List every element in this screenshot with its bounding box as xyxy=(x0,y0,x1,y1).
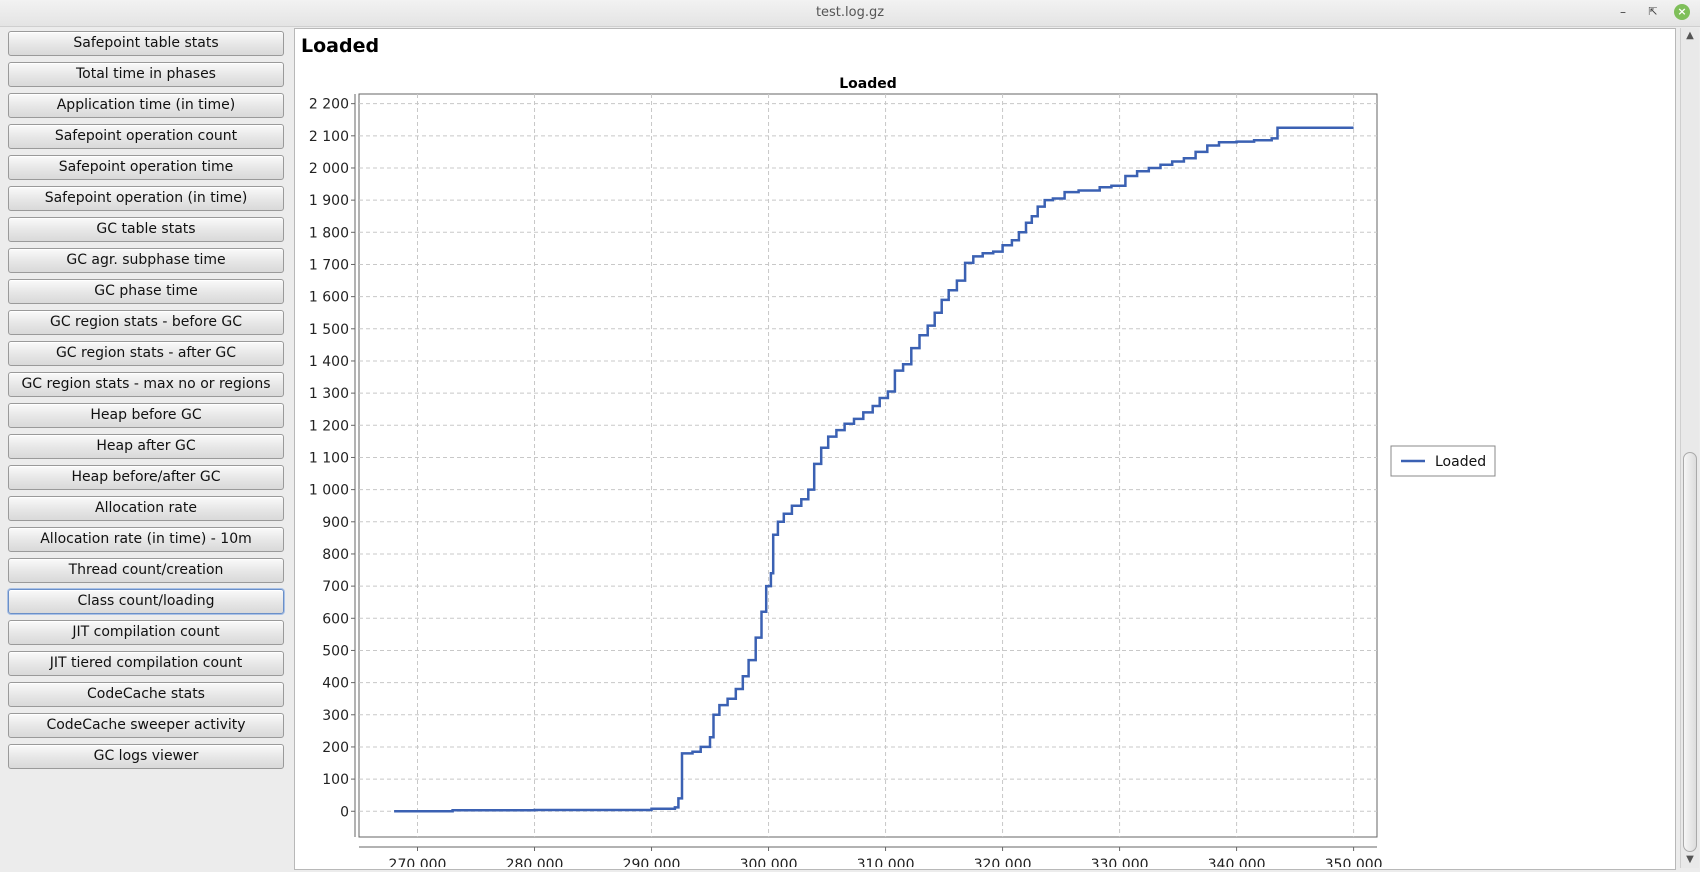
y-tick-label: 600 xyxy=(322,611,349,627)
y-tick-label: 200 xyxy=(322,740,349,756)
sidebar-button[interactable]: JIT compilation count xyxy=(8,620,284,645)
y-tick-label: 1 000 xyxy=(309,483,349,499)
sidebar-button[interactable]: GC phase time xyxy=(8,279,284,304)
line-chart: Loaded 270 000 280 000 290 000 300 000 310 00… xyxy=(309,76,1496,867)
window-title: test.log.gz xyxy=(815,5,885,20)
x-tick-label: 330 000 xyxy=(1091,857,1149,867)
sidebar-button[interactable]: JIT tiered compilation count xyxy=(8,651,284,676)
close-icon[interactable]: × xyxy=(1674,4,1690,20)
sidebar-button[interactable]: Safepoint operation time xyxy=(8,155,284,180)
y-tick-label: 900 xyxy=(322,515,349,531)
sidebar-button[interactable]: Safepoint operation (in time) xyxy=(8,186,284,211)
y-tick-label: 400 xyxy=(322,676,349,692)
y-tick-label: 1 600 xyxy=(309,290,349,306)
y-tick-label: 100 xyxy=(322,772,349,788)
scrollbar-thumb[interactable] xyxy=(1683,452,1697,852)
window-titlebar: test.log.gz – ⇱ × xyxy=(0,0,1700,27)
y-tick-label: 1 700 xyxy=(309,257,349,273)
x-tick-label: 300 000 xyxy=(740,857,798,867)
scroll-down-icon[interactable]: ▼ xyxy=(1686,854,1694,865)
sidebar: Safepoint table stats Total time in phase… xyxy=(8,31,284,775)
y-tick-label: 1 800 xyxy=(309,225,349,241)
sidebar-button[interactable]: GC logs viewer xyxy=(8,744,284,769)
y-tick-label: 1 400 xyxy=(309,354,349,370)
y-tick-label: 1 200 xyxy=(309,418,349,434)
sidebar-button[interactable]: GC region stats - before GC xyxy=(8,310,284,335)
y-tick-label: 2 100 xyxy=(309,129,349,145)
sidebar-button[interactable]: Class count/loading xyxy=(8,589,284,614)
y-tick-label: 2 000 xyxy=(309,161,349,177)
y-tick-label: 300 xyxy=(322,708,349,724)
sidebar-button[interactable]: Safepoint table stats xyxy=(8,31,284,56)
sidebar-button[interactable]: Heap before GC xyxy=(8,403,284,428)
x-tick-label: 340 000 xyxy=(1208,857,1266,867)
legend-label: Loaded xyxy=(1435,454,1486,470)
plot-area xyxy=(358,93,1378,838)
y-tick-label: 1 500 xyxy=(309,322,349,338)
sidebar-button[interactable]: GC region stats - max no or regions xyxy=(8,372,284,397)
y-tick-label: 700 xyxy=(322,579,349,595)
panel-title: Loaded xyxy=(301,35,380,57)
y-tick-label: 1 300 xyxy=(309,386,349,402)
sidebar-button[interactable]: Allocation rate (in time) - 10m xyxy=(8,527,284,552)
sidebar-button[interactable]: GC table stats xyxy=(8,217,284,242)
sidebar-button[interactable]: Safepoint operation count xyxy=(8,124,284,149)
y-tick-label: 0 xyxy=(340,804,349,820)
x-tick-label: 280 000 xyxy=(506,857,564,867)
sidebar-button[interactable]: Application time (in time) xyxy=(8,93,284,118)
y-tick-label: 500 xyxy=(322,643,349,659)
sidebar-button[interactable]: CodeCache stats xyxy=(8,682,284,707)
y-tick-label: 800 xyxy=(322,547,349,563)
x-tick-label: 270 000 xyxy=(389,857,447,867)
sidebar-button[interactable]: Total time in phases xyxy=(8,62,284,87)
sidebar-button[interactable]: GC agr. subphase time xyxy=(8,248,284,273)
vertical-scrollbar[interactable]: ▲ ▼ xyxy=(1680,28,1699,868)
chart-title: Loaded xyxy=(839,76,897,92)
y-tick-label: 1 100 xyxy=(309,450,349,466)
series-line-loaded xyxy=(394,126,1354,813)
sidebar-button[interactable]: Thread count/creation xyxy=(8,558,284,583)
chart-panel: Loaded Loaded 270 000 280 000 290 000 300 00… xyxy=(294,28,1676,870)
sidebar-button[interactable]: Allocation rate xyxy=(8,496,284,521)
maximize-icon[interactable]: ⇱ xyxy=(1648,5,1658,18)
scroll-up-icon[interactable]: ▲ xyxy=(1686,30,1694,41)
sidebar-button[interactable]: GC region stats - after GC xyxy=(8,341,284,366)
x-tick-label: 310 000 xyxy=(857,857,915,867)
sidebar-button[interactable]: Heap before/after GC xyxy=(8,465,284,490)
minimize-icon[interactable]: – xyxy=(1620,5,1626,19)
sidebar-button[interactable]: CodeCache sweeper activity xyxy=(8,713,284,738)
sidebar-button[interactable]: Heap after GC xyxy=(8,434,284,459)
x-tick-label: 320 000 xyxy=(974,857,1032,867)
y-tick-label: 2 200 xyxy=(309,97,349,113)
x-tick-label: 350 000 xyxy=(1325,857,1383,867)
x-tick-label: 290 000 xyxy=(623,857,681,867)
y-tick-label: 1 900 xyxy=(309,193,349,209)
